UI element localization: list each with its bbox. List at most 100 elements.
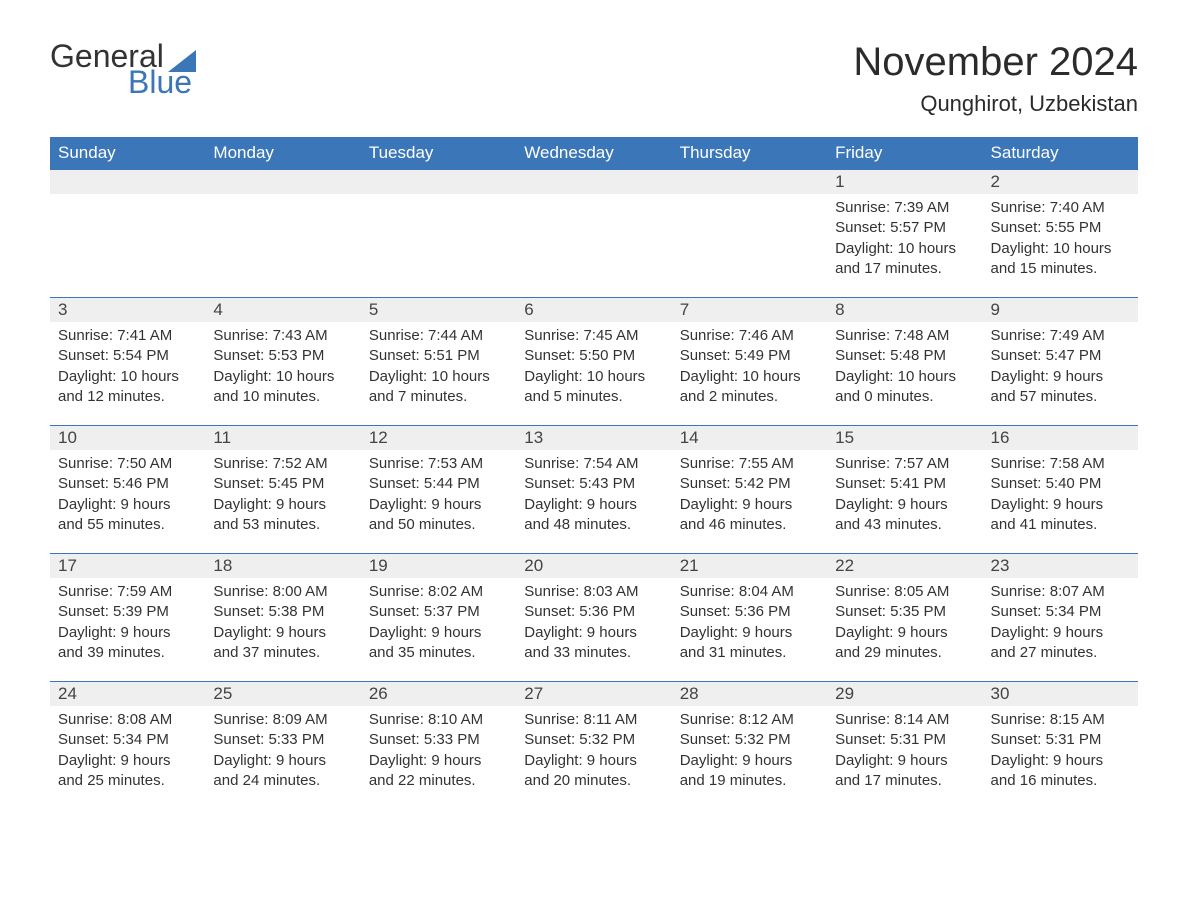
calendar-cell: 17Sunrise: 7:59 AMSunset: 5:39 PMDayligh… — [50, 553, 205, 681]
calendar-cell — [50, 169, 205, 297]
sunrise-line: Sunrise: 7:44 AM — [369, 326, 508, 346]
day-number: 22 — [827, 553, 982, 578]
calendar-row: 24Sunrise: 8:08 AMSunset: 5:34 PMDayligh… — [50, 681, 1138, 809]
calendar-cell: 19Sunrise: 8:02 AMSunset: 5:37 PMDayligh… — [361, 553, 516, 681]
daylight-line: Daylight: 10 hours and 5 minutes. — [524, 367, 663, 408]
calendar-cell: 29Sunrise: 8:14 AMSunset: 5:31 PMDayligh… — [827, 681, 982, 809]
sunset-line: Sunset: 5:33 PM — [213, 730, 352, 750]
day-number: 28 — [672, 681, 827, 706]
day-number: 29 — [827, 681, 982, 706]
day-header: Sunday — [50, 137, 205, 169]
calendar-cell: 28Sunrise: 8:12 AMSunset: 5:32 PMDayligh… — [672, 681, 827, 809]
day-body: Sunrise: 7:58 AMSunset: 5:40 PMDaylight:… — [983, 450, 1138, 543]
sunrise-line: Sunrise: 7:52 AM — [213, 454, 352, 474]
sunset-line: Sunset: 5:31 PM — [991, 730, 1130, 750]
calendar-row: 17Sunrise: 7:59 AMSunset: 5:39 PMDayligh… — [50, 553, 1138, 681]
sunrise-line: Sunrise: 7:53 AM — [369, 454, 508, 474]
calendar-cell: 20Sunrise: 8:03 AMSunset: 5:36 PMDayligh… — [516, 553, 671, 681]
day-number: 6 — [516, 297, 671, 322]
day-number: 15 — [827, 425, 982, 450]
sunset-line: Sunset: 5:33 PM — [369, 730, 508, 750]
sunset-line: Sunset: 5:50 PM — [524, 346, 663, 366]
day-number: 12 — [361, 425, 516, 450]
title-block: November 2024 Qunghirot, Uzbekistan — [853, 40, 1138, 117]
calendar-cell: 25Sunrise: 8:09 AMSunset: 5:33 PMDayligh… — [205, 681, 360, 809]
sunrise-line: Sunrise: 8:09 AM — [213, 710, 352, 730]
calendar-cell: 5Sunrise: 7:44 AMSunset: 5:51 PMDaylight… — [361, 297, 516, 425]
daylight-line: Daylight: 9 hours and 24 minutes. — [213, 751, 352, 792]
daylight-line: Daylight: 10 hours and 15 minutes. — [991, 239, 1130, 280]
calendar-cell: 27Sunrise: 8:11 AMSunset: 5:32 PMDayligh… — [516, 681, 671, 809]
daylight-line: Daylight: 10 hours and 0 minutes. — [835, 367, 974, 408]
calendar-cell: 9Sunrise: 7:49 AMSunset: 5:47 PMDaylight… — [983, 297, 1138, 425]
sunrise-line: Sunrise: 7:54 AM — [524, 454, 663, 474]
sunrise-line: Sunrise: 7:49 AM — [991, 326, 1130, 346]
sunrise-line: Sunrise: 8:04 AM — [680, 582, 819, 602]
sunset-line: Sunset: 5:35 PM — [835, 602, 974, 622]
daylight-line: Daylight: 10 hours and 7 minutes. — [369, 367, 508, 408]
day-number: 25 — [205, 681, 360, 706]
day-number: 5 — [361, 297, 516, 322]
day-header: Saturday — [983, 137, 1138, 169]
calendar-cell: 12Sunrise: 7:53 AMSunset: 5:44 PMDayligh… — [361, 425, 516, 553]
sunrise-line: Sunrise: 8:05 AM — [835, 582, 974, 602]
day-number: 4 — [205, 297, 360, 322]
calendar-row: 1Sunrise: 7:39 AMSunset: 5:57 PMDaylight… — [50, 169, 1138, 297]
sunrise-line: Sunrise: 8:07 AM — [991, 582, 1130, 602]
sunset-line: Sunset: 5:43 PM — [524, 474, 663, 494]
daylight-line: Daylight: 9 hours and 35 minutes. — [369, 623, 508, 664]
day-number: 16 — [983, 425, 1138, 450]
sunrise-line: Sunrise: 8:00 AM — [213, 582, 352, 602]
day-body: Sunrise: 7:57 AMSunset: 5:41 PMDaylight:… — [827, 450, 982, 543]
day-body: Sunrise: 8:12 AMSunset: 5:32 PMDaylight:… — [672, 706, 827, 799]
empty-day-bar — [50, 169, 205, 194]
sunrise-line: Sunrise: 8:02 AM — [369, 582, 508, 602]
day-header: Monday — [205, 137, 360, 169]
sunset-line: Sunset: 5:45 PM — [213, 474, 352, 494]
day-body: Sunrise: 8:09 AMSunset: 5:33 PMDaylight:… — [205, 706, 360, 799]
sunrise-line: Sunrise: 8:12 AM — [680, 710, 819, 730]
sunrise-line: Sunrise: 7:59 AM — [58, 582, 197, 602]
calendar-body: 1Sunrise: 7:39 AMSunset: 5:57 PMDaylight… — [50, 169, 1138, 809]
day-body: Sunrise: 8:14 AMSunset: 5:31 PMDaylight:… — [827, 706, 982, 799]
sunset-line: Sunset: 5:39 PM — [58, 602, 197, 622]
calendar-cell: 16Sunrise: 7:58 AMSunset: 5:40 PMDayligh… — [983, 425, 1138, 553]
day-number: 9 — [983, 297, 1138, 322]
sunrise-line: Sunrise: 7:40 AM — [991, 198, 1130, 218]
day-body: Sunrise: 7:59 AMSunset: 5:39 PMDaylight:… — [50, 578, 205, 671]
daylight-line: Daylight: 9 hours and 25 minutes. — [58, 751, 197, 792]
sunset-line: Sunset: 5:34 PM — [991, 602, 1130, 622]
day-number: 27 — [516, 681, 671, 706]
day-header: Tuesday — [361, 137, 516, 169]
day-body: Sunrise: 7:54 AMSunset: 5:43 PMDaylight:… — [516, 450, 671, 543]
daylight-line: Daylight: 9 hours and 43 minutes. — [835, 495, 974, 536]
day-body: Sunrise: 7:45 AMSunset: 5:50 PMDaylight:… — [516, 322, 671, 415]
sunrise-line: Sunrise: 8:14 AM — [835, 710, 974, 730]
day-number: 8 — [827, 297, 982, 322]
day-body: Sunrise: 8:03 AMSunset: 5:36 PMDaylight:… — [516, 578, 671, 671]
calendar-cell: 10Sunrise: 7:50 AMSunset: 5:46 PMDayligh… — [50, 425, 205, 553]
sunrise-line: Sunrise: 8:11 AM — [524, 710, 663, 730]
calendar-row: 3Sunrise: 7:41 AMSunset: 5:54 PMDaylight… — [50, 297, 1138, 425]
calendar-cell: 23Sunrise: 8:07 AMSunset: 5:34 PMDayligh… — [983, 553, 1138, 681]
daylight-line: Daylight: 9 hours and 29 minutes. — [835, 623, 974, 664]
sunrise-line: Sunrise: 8:15 AM — [991, 710, 1130, 730]
day-body: Sunrise: 8:11 AMSunset: 5:32 PMDaylight:… — [516, 706, 671, 799]
day-number: 13 — [516, 425, 671, 450]
calendar-cell: 30Sunrise: 8:15 AMSunset: 5:31 PMDayligh… — [983, 681, 1138, 809]
sunset-line: Sunset: 5:46 PM — [58, 474, 197, 494]
day-number: 10 — [50, 425, 205, 450]
daylight-line: Daylight: 9 hours and 33 minutes. — [524, 623, 663, 664]
day-body: Sunrise: 7:55 AMSunset: 5:42 PMDaylight:… — [672, 450, 827, 543]
day-number: 20 — [516, 553, 671, 578]
day-body: Sunrise: 7:39 AMSunset: 5:57 PMDaylight:… — [827, 194, 982, 287]
day-header-row: SundayMondayTuesdayWednesdayThursdayFrid… — [50, 137, 1138, 169]
daylight-line: Daylight: 9 hours and 37 minutes. — [213, 623, 352, 664]
daylight-line: Daylight: 9 hours and 39 minutes. — [58, 623, 197, 664]
calendar-cell: 2Sunrise: 7:40 AMSunset: 5:55 PMDaylight… — [983, 169, 1138, 297]
sunset-line: Sunset: 5:54 PM — [58, 346, 197, 366]
sunset-line: Sunset: 5:55 PM — [991, 218, 1130, 238]
day-body: Sunrise: 8:10 AMSunset: 5:33 PMDaylight:… — [361, 706, 516, 799]
daylight-line: Daylight: 9 hours and 20 minutes. — [524, 751, 663, 792]
calendar-cell: 7Sunrise: 7:46 AMSunset: 5:49 PMDaylight… — [672, 297, 827, 425]
